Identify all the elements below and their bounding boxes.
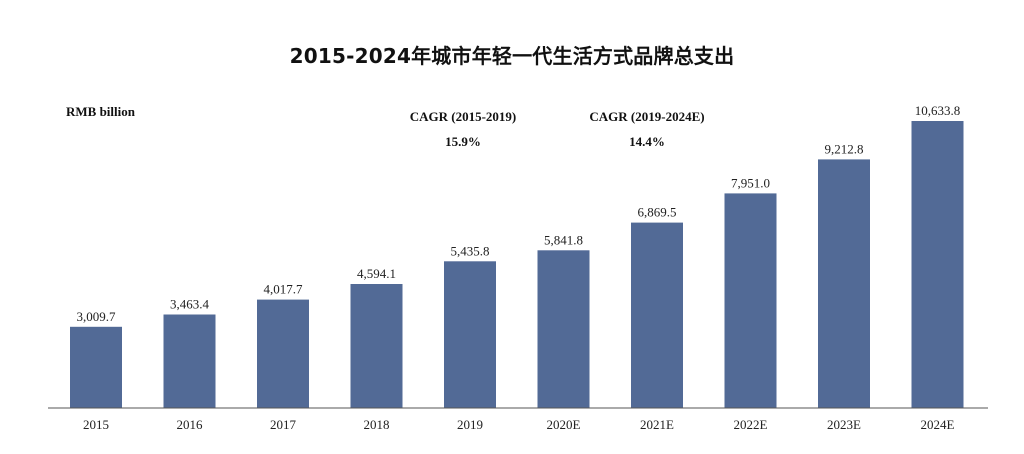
cagr-value: 15.9% bbox=[445, 134, 481, 149]
value-label-2022E: 7,951.0 bbox=[731, 175, 770, 190]
cagr-value: 14.4% bbox=[629, 134, 665, 149]
value-label-2021E: 6,869.5 bbox=[638, 205, 677, 220]
x-tick-label-2021E: 2021E bbox=[640, 417, 674, 432]
cagr-label: CAGR (2019-2024E) bbox=[589, 109, 705, 124]
x-tick-label-2023E: 2023E bbox=[827, 417, 861, 432]
bar-2023E bbox=[818, 159, 870, 408]
x-tick-label-2015: 2015 bbox=[83, 417, 109, 432]
bar-2020E bbox=[537, 250, 590, 408]
value-label-2024E: 10,633.8 bbox=[915, 103, 961, 118]
cagr-annotation-2015-2019: CAGR (2015-2019) 15.9% bbox=[388, 104, 538, 154]
bar-2022E bbox=[724, 193, 777, 408]
value-label-2017: 4,017.7 bbox=[264, 282, 304, 297]
value-label-2015: 3,009.7 bbox=[77, 309, 117, 324]
bar-2017 bbox=[257, 299, 309, 408]
x-tick-label-2022E: 2022E bbox=[734, 417, 768, 432]
x-tick-label-2018: 2018 bbox=[364, 417, 390, 432]
x-tick-label-2024E: 2024E bbox=[921, 417, 955, 432]
unit-label: RMB billion bbox=[66, 104, 135, 119]
bar-2024E bbox=[911, 121, 964, 408]
bar-2019 bbox=[444, 261, 496, 408]
value-label-2016: 3,463.4 bbox=[170, 297, 210, 312]
cagr-annotation-2019-2024: CAGR (2019-2024E) 14.4% bbox=[572, 104, 722, 154]
bar-2016 bbox=[163, 314, 216, 408]
x-tick-label-2019: 2019 bbox=[457, 417, 483, 432]
bar-2018 bbox=[350, 284, 403, 408]
value-label-2023E: 9,212.8 bbox=[825, 141, 864, 156]
bar-2021E bbox=[631, 222, 683, 408]
cagr-label: CAGR (2015-2019) bbox=[409, 109, 517, 124]
chart-title: 2015-2024年城市年轻一代生活方式品牌总支出 bbox=[289, 44, 735, 68]
x-tick-label-2016: 2016 bbox=[177, 417, 204, 432]
value-label-2019: 5,435.8 bbox=[451, 243, 490, 258]
bar-2015 bbox=[70, 326, 122, 408]
x-tick-label-2020E: 2020E bbox=[547, 417, 581, 432]
value-label-2018: 4,594.1 bbox=[357, 266, 396, 281]
x-tick-label-2017: 2017 bbox=[270, 417, 297, 432]
value-label-2020E: 5,841.8 bbox=[544, 232, 583, 247]
